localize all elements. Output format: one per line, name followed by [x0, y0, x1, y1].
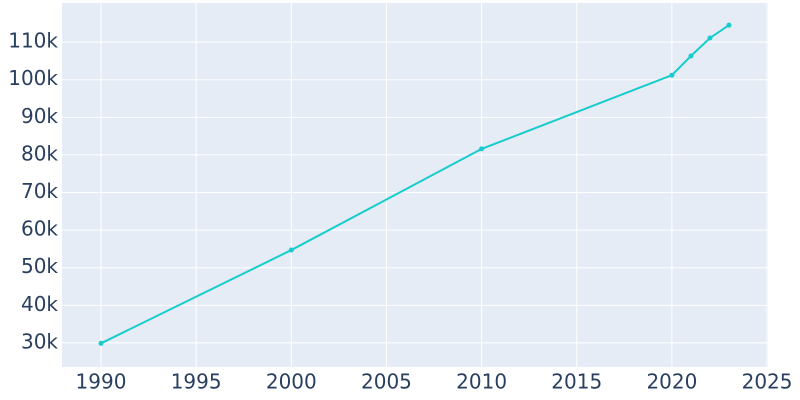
y-tick-label: 30k [21, 329, 58, 353]
y-tick-label: 100k [8, 66, 58, 90]
y-tick-label: 50k [21, 254, 58, 278]
point [707, 35, 713, 41]
point [98, 340, 104, 346]
point [479, 146, 485, 152]
point [688, 53, 694, 59]
x-tick-label: 2000 [266, 370, 317, 394]
y-tick-label: 60k [21, 217, 58, 241]
x-tick-label: 1995 [171, 370, 222, 394]
x-tick-label: 1990 [76, 370, 127, 394]
point [288, 247, 294, 253]
point [669, 72, 675, 78]
y-tick-label: 110k [8, 29, 58, 53]
y-tick-label: 70k [21, 179, 58, 203]
x-tick-label: 2010 [456, 370, 507, 394]
x-tick-label: 2025 [742, 370, 793, 394]
x-tick-label: 2015 [551, 370, 602, 394]
y-tick-label: 40k [21, 292, 58, 316]
y-tick-label: 90k [21, 104, 58, 128]
x-tick-label: 2020 [646, 370, 697, 394]
y-tick-label: 80k [21, 141, 58, 165]
point [726, 22, 732, 28]
x-tick-label: 2005 [361, 370, 412, 394]
